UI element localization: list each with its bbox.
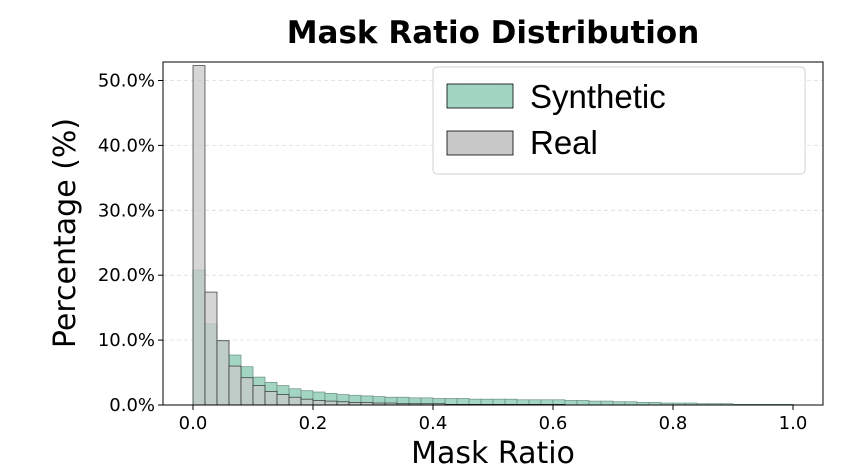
legend-box: [432, 66, 806, 175]
legend-label-synthetic: Synthetic: [530, 78, 666, 115]
bar-synthetic: [588, 400, 602, 406]
bar-real: [204, 291, 218, 406]
bar-real: [288, 396, 302, 406]
x-tick-label: 0.6: [539, 413, 568, 434]
chart-title: Mask Ratio Distribution: [287, 15, 700, 51]
ticks: 0.0 0.2 0.4 0.6 0.8 1.0 0.0% 10.0% 20.0% 30.0% 40.…: [98, 71, 808, 435]
bar-real: [216, 340, 230, 406]
y-tick-label: 50.0%: [98, 71, 155, 92]
bar-real: [264, 391, 278, 406]
y-axis-label: Percentage (%): [48, 118, 83, 348]
bar-real: [192, 65, 206, 406]
bar-real: [300, 398, 314, 406]
bar-real: [228, 365, 242, 406]
legend: Synthetic Real: [432, 66, 806, 175]
bar-real: [324, 400, 338, 406]
y-tick-label: 40.0%: [98, 135, 155, 156]
bar-real: [252, 385, 266, 406]
bar-real: [240, 377, 254, 406]
legend-swatch-synthetic: [446, 83, 514, 109]
bar-synthetic: [600, 400, 614, 406]
x-axis-label: Mask Ratio: [411, 436, 575, 471]
x-tick-label: 0.2: [299, 413, 328, 434]
plot-frame: [162, 61, 824, 406]
bar-synthetic: [576, 400, 590, 406]
bar-synthetic: [564, 400, 578, 406]
y-tick-label: 0.0%: [109, 395, 155, 416]
bars: [192, 65, 794, 406]
bar-real: [276, 394, 290, 406]
x-tick-label: 0.4: [419, 413, 448, 434]
y-tick-label: 20.0%: [98, 265, 155, 286]
x-tick-label: 1.0: [779, 413, 808, 434]
y-tick-label: 30.0%: [98, 200, 155, 221]
y-tick-label: 10.0%: [98, 330, 155, 351]
legend-label-real: Real: [530, 124, 598, 161]
bar-real: [312, 400, 326, 406]
x-tick-label: 0.0: [179, 413, 208, 434]
legend-swatch-real: [446, 130, 514, 156]
x-tick-label: 0.8: [659, 413, 688, 434]
